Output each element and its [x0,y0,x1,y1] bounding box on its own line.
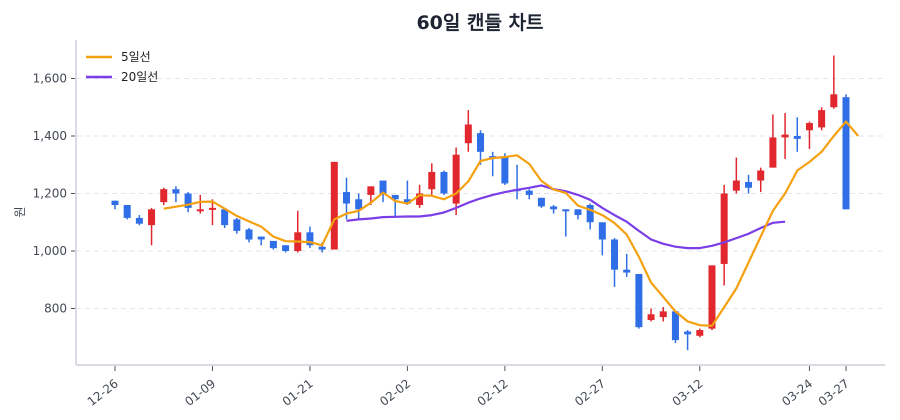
x-tick-label: 12-26 [85,376,121,409]
candle-down [477,130,484,165]
x-tick-label: 03-24 [779,376,815,409]
candle-down [221,207,229,228]
candle-up [160,187,168,205]
candle-down [440,170,448,195]
candle-up [647,308,655,322]
y-tick-label: 1,400 [33,129,67,143]
candle-up [708,265,716,331]
y-tick-label: 1,600 [33,72,67,86]
candle-up [781,113,789,159]
x-tick-label: 02-27 [572,376,608,409]
legend-item: 20일선 [86,70,158,84]
candle-down [598,222,606,256]
candle-up [769,114,777,168]
y-tick-label: 1,200 [33,187,67,201]
candle-up [148,207,156,246]
x-tick-label: 03-27 [816,376,852,409]
legend: 5일선 20일선 [86,50,158,84]
x-tick-label: 01-21 [280,376,316,409]
legend-label: 5일선 [121,50,151,64]
candle-down [793,117,801,152]
candle-up [659,307,667,322]
candle-down [135,215,143,226]
candle-down [379,180,387,203]
candle-up [452,147,460,216]
candle-down [403,180,411,205]
candle-up [294,210,302,253]
candle-up [196,194,204,214]
candle-up [818,107,826,131]
candle-up [830,55,838,109]
candle-down [269,240,277,250]
candle-down [342,177,350,220]
chart-title: 60일 캔들 차트 [416,12,544,34]
candle-up [330,161,338,250]
candle-down [842,94,850,210]
ma20-line [346,184,786,250]
candle-down [257,236,265,246]
candle-down [245,228,253,243]
candle-up [464,110,472,152]
candle-up [805,121,813,149]
candle-down [501,153,509,185]
candle-up [696,328,704,338]
y-tick-label: 1,000 [33,244,67,258]
candles [111,55,850,351]
y-tick-label: 800 [44,302,67,316]
candle-down [525,189,533,200]
candle-down [513,164,521,200]
candle-down [172,186,180,203]
y-axis-label: 원 [13,206,27,217]
grid-lines [76,78,885,309]
candle-down [611,238,619,287]
legend-item: 5일선 [86,50,151,64]
candle-down [306,226,314,249]
candle-down [550,205,558,214]
candle-up [208,199,216,226]
candle-down [586,203,594,230]
x-tick-label: 02-02 [377,376,413,409]
candle-up [720,184,728,286]
candle-down [282,245,290,253]
moving-average-lines [163,120,860,327]
x-tick-label: 02-12 [475,376,511,409]
candle-down [123,205,131,220]
candle-down [184,192,192,213]
ma5-line [163,120,860,327]
candle-up [757,167,765,193]
candle-down [537,197,545,208]
candle-down [233,217,241,234]
legend-label: 20일선 [121,70,158,84]
candle-down [355,193,363,220]
candle-down [391,194,399,218]
candle-up [428,163,436,197]
candle-down [562,209,570,237]
x-tick-label: 03-12 [670,376,706,409]
candle-up [732,157,740,194]
candle-down [671,311,679,343]
candle-down [745,174,753,194]
candle-down [635,274,643,329]
x-tick-label: 01-09 [182,376,218,409]
candle-down [489,151,497,177]
candle-down [684,330,692,351]
candle-down [574,209,582,220]
candle-down [623,253,631,277]
candle-down [111,200,119,210]
axes: 800 1,000 1,200 1,400 1,600 12-26 01-09 01-21 02… [33,40,885,409]
